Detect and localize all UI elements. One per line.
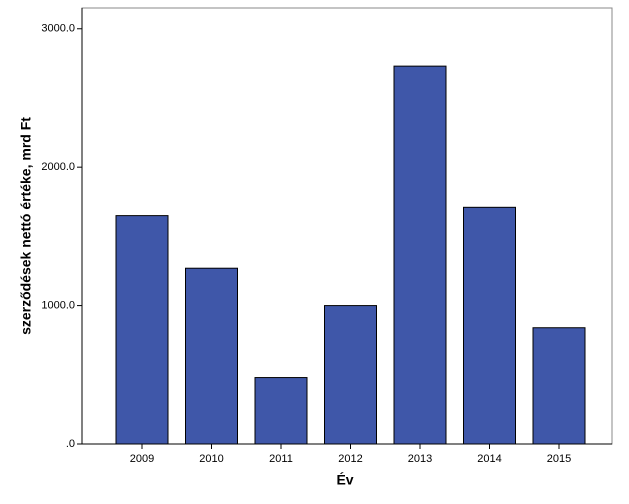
y-tick-label: 1000.0	[41, 299, 75, 311]
y-tick-label: 3000.0	[41, 23, 75, 35]
bar	[185, 267, 238, 445]
bar	[532, 327, 586, 445]
x-tick-label: 2009	[130, 453, 154, 465]
y-tick-label: 2000.0	[41, 161, 75, 173]
x-axis-title: Év	[336, 472, 353, 488]
y-tick-label: .0	[66, 438, 75, 450]
bar	[463, 206, 516, 445]
bar	[115, 215, 169, 445]
x-tick-label: 2013	[408, 453, 432, 465]
bar	[393, 65, 447, 445]
x-tick-label: 2015	[547, 453, 571, 465]
x-tick-label: 2010	[199, 453, 223, 465]
x-tick-label: 2014	[477, 453, 501, 465]
x-tick-label: 2012	[338, 453, 362, 465]
x-tick-label: 2011	[269, 453, 293, 465]
bar	[324, 305, 377, 445]
y-axis-title: szerződések nettó értéke, mrd Ft	[18, 117, 34, 335]
bar	[254, 377, 308, 445]
